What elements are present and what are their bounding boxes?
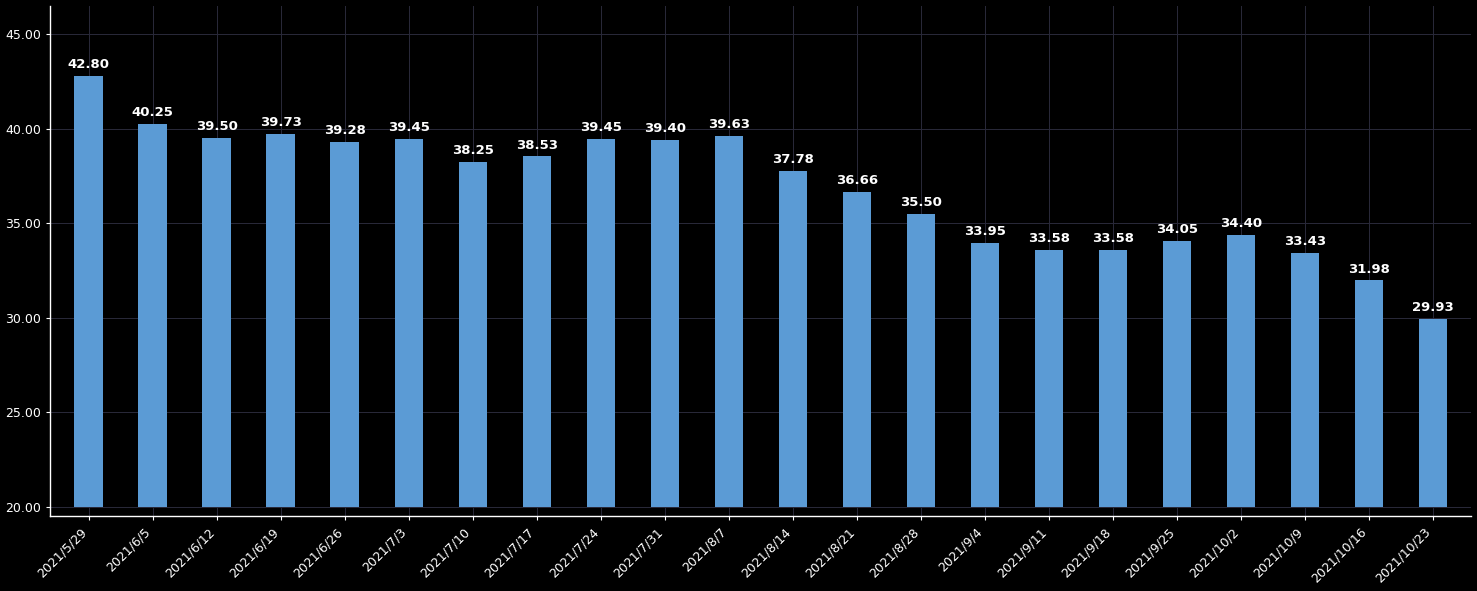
Text: 33.58: 33.58: [1028, 232, 1069, 245]
Bar: [1099, 250, 1127, 507]
Text: 39.28: 39.28: [323, 125, 366, 138]
Bar: [970, 243, 1000, 507]
Text: 40.25: 40.25: [131, 106, 174, 119]
Text: 35.50: 35.50: [899, 196, 942, 209]
Text: 39.40: 39.40: [644, 122, 685, 135]
Text: 39.63: 39.63: [707, 118, 750, 131]
Bar: [715, 135, 743, 507]
Bar: [650, 140, 679, 507]
Text: 38.25: 38.25: [452, 144, 493, 157]
Text: 39.73: 39.73: [260, 116, 301, 129]
Text: 33.43: 33.43: [1284, 235, 1326, 248]
Bar: [458, 162, 487, 507]
Text: 33.95: 33.95: [964, 225, 1006, 238]
Bar: [1418, 319, 1447, 507]
Text: 39.45: 39.45: [580, 121, 622, 134]
Bar: [907, 214, 935, 507]
Text: 34.40: 34.40: [1220, 217, 1261, 230]
Bar: [1226, 235, 1255, 507]
Text: 38.53: 38.53: [515, 139, 558, 152]
Bar: [139, 124, 167, 507]
Bar: [586, 139, 616, 507]
Bar: [778, 171, 808, 507]
Text: 31.98: 31.98: [1349, 262, 1390, 275]
Text: 34.05: 34.05: [1156, 223, 1198, 236]
Bar: [331, 142, 359, 507]
Bar: [266, 134, 295, 507]
Bar: [1354, 280, 1384, 507]
Text: 39.50: 39.50: [196, 121, 238, 134]
Bar: [74, 76, 103, 507]
Text: 42.80: 42.80: [68, 58, 109, 71]
Text: 37.78: 37.78: [772, 153, 814, 166]
Bar: [1162, 241, 1192, 507]
Text: 39.45: 39.45: [388, 121, 430, 134]
Text: 33.58: 33.58: [1092, 232, 1134, 245]
Bar: [842, 191, 871, 507]
Text: 29.93: 29.93: [1412, 301, 1453, 314]
Bar: [1291, 253, 1319, 507]
Text: 36.66: 36.66: [836, 174, 877, 187]
Bar: [1034, 250, 1063, 507]
Bar: [523, 157, 551, 507]
Bar: [202, 138, 232, 507]
Bar: [394, 139, 424, 507]
